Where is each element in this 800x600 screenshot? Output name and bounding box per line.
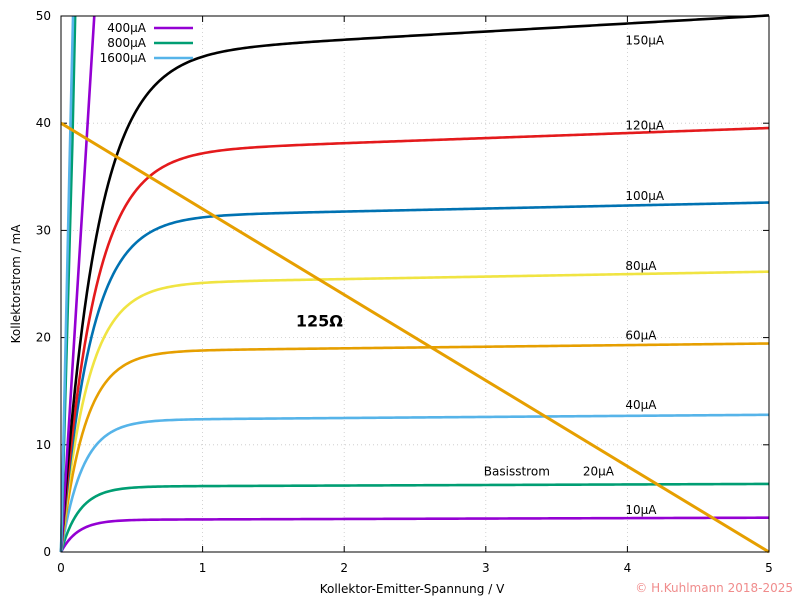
plot-frame: [60, 15, 770, 553]
curve-40uA: [59, 413, 770, 553]
load-line-group: 125Ω: [60, 121, 770, 554]
x-tick-label: 2: [340, 561, 348, 575]
curve-10uA: [59, 516, 769, 553]
curve-label-100uA: 100µA: [625, 189, 665, 203]
y-tick-label: 0: [43, 545, 51, 559]
y-tick-label: 40: [36, 116, 51, 130]
curve-label-10uA: 10µA: [625, 503, 657, 517]
curve-label-150uA: 150µA: [625, 34, 665, 48]
curve-labels: 10µA 20µA 40µA 60µA 80µA 100µA 120µA 150µA Basis…: [484, 34, 665, 518]
curve-label-80uA: 80µA: [625, 259, 657, 273]
characteristic-curves: [59, 14, 770, 553]
curve-label-60uA: 60µA: [625, 328, 657, 342]
y-tick-label: 50: [36, 9, 51, 23]
curve-80uA: [59, 270, 770, 553]
y-tick-label: 20: [36, 331, 51, 345]
curve-60uA: [59, 342, 770, 553]
curve-120uA: [59, 126, 770, 553]
y-tick-label: 10: [36, 438, 51, 452]
curve-1600uA: [59, 15, 75, 553]
base-current-caption: Basisstrom: [484, 465, 550, 479]
curve-400uA: [59, 15, 96, 553]
legend-label-1600uA: 1600µA: [100, 51, 147, 65]
curve-20uA: [59, 482, 770, 553]
x-tick-label: 5: [765, 561, 773, 575]
grid: [61, 16, 769, 552]
curve-100uA: [59, 201, 770, 553]
y-tick-label: 30: [36, 223, 51, 237]
curve-label-40uA: 40µA: [625, 398, 657, 412]
curve-150uA: [59, 14, 770, 553]
legend-label-400uA: 400µA: [107, 21, 147, 35]
load-line: [60, 121, 770, 554]
legend-label-800uA: 800µA: [107, 36, 147, 50]
copyright-notice: © H.Kuhlmann 2018-2025: [635, 581, 793, 595]
x-tick-label: 1: [199, 561, 207, 575]
x-tick-label: 3: [482, 561, 490, 575]
curve-label-20uA: 20µA: [583, 465, 615, 479]
x-tick-label: 0: [57, 561, 65, 575]
curve-label-120uA: 120µA: [625, 118, 665, 132]
x-axis-label: Kollektor-Emitter-Spannung / V: [320, 582, 505, 596]
y-axis-label: Kollektorstrom / mA: [9, 224, 23, 344]
x-tick-label: 4: [624, 561, 632, 575]
load-line-label: 125Ω: [296, 312, 343, 331]
